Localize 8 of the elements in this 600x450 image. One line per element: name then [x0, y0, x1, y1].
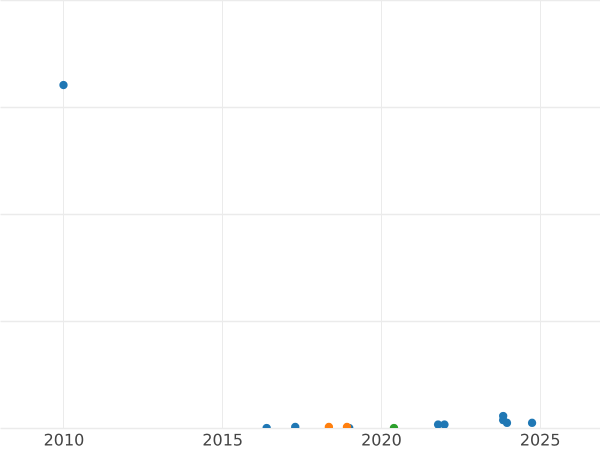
point: [502, 418, 512, 428]
x-tick-label: 2010: [44, 430, 84, 450]
x-tick-label: 2025: [520, 430, 561, 450]
point: [528, 418, 536, 428]
point: [59, 80, 68, 90]
point: [440, 420, 449, 428]
x-tick-label: 2020: [361, 430, 402, 450]
x-tick-label: 2015: [202, 430, 244, 450]
